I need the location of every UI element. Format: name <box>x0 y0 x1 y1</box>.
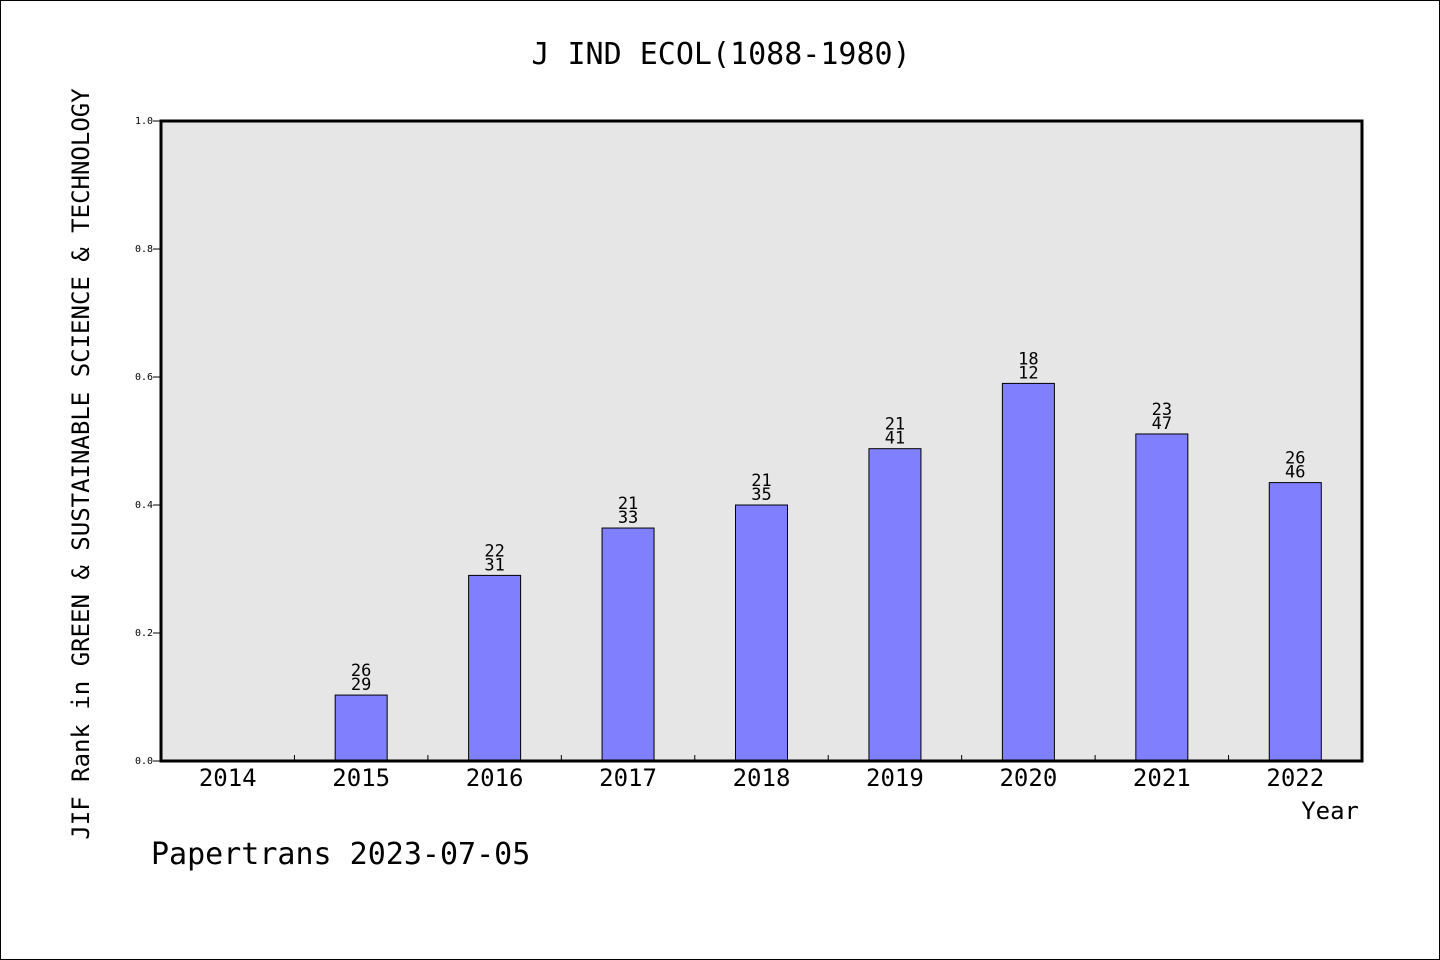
bar-label-top: 18 <box>1018 349 1038 369</box>
bar-2019 <box>868 448 922 762</box>
bar-label-top: 26 <box>1285 449 1305 469</box>
bar-label-bottom: 29 <box>351 675 371 695</box>
bar-2017 <box>601 527 655 762</box>
x-tick-label: 2014 <box>199 764 257 792</box>
x-tick-label: 2016 <box>466 764 524 792</box>
y-tick-label: 0.8 <box>135 244 153 255</box>
bar-2015 <box>334 694 388 762</box>
x-tick-label: 2021 <box>1133 764 1191 792</box>
bar-label-top: 23 <box>1152 400 1172 420</box>
y-tick-label: 0.0 <box>135 756 153 767</box>
bar-label-bottom: 47 <box>1152 414 1172 434</box>
bar-2020 <box>1001 382 1055 762</box>
x-tick-label: 2018 <box>733 764 791 792</box>
bar-label-top: 21 <box>885 415 905 435</box>
bar-label-top: 26 <box>351 661 371 681</box>
x-tick-label: 2017 <box>599 764 657 792</box>
bar-2021 <box>1135 433 1189 762</box>
bar-label-top: 22 <box>484 541 504 561</box>
chart-title: J IND ECOL(1088-1980) <box>531 37 911 72</box>
bar-label-bottom: 35 <box>751 485 771 505</box>
bar-label-bottom: 41 <box>885 429 905 449</box>
bar-label-bottom: 12 <box>1018 363 1038 383</box>
footer-credit: Papertrans 2023-07-05 <box>151 837 531 872</box>
bar-2018 <box>735 504 788 762</box>
x-axis-label: Year <box>1301 797 1359 825</box>
x-tick-label: 2022 <box>1266 764 1324 792</box>
bar-2016 <box>468 574 522 762</box>
y-tick-label: 1.0 <box>135 116 153 127</box>
bar-label-bottom: 46 <box>1285 463 1305 483</box>
bar-label-top: 21 <box>751 471 771 491</box>
bar-label-bottom: 33 <box>618 508 638 528</box>
x-tick-label: 2020 <box>999 764 1057 792</box>
bar-label-top: 21 <box>618 494 638 514</box>
plot-border <box>159 119 1364 763</box>
y-tick-label: 0.2 <box>135 628 153 639</box>
y-tick-label: 0.6 <box>135 372 153 383</box>
bar-label-bottom: 31 <box>484 555 504 575</box>
x-tick-label: 2019 <box>866 764 924 792</box>
bar-2022 <box>1268 482 1322 762</box>
y-tick-label: 0.4 <box>135 500 153 511</box>
x-tick-label: 2015 <box>332 764 390 792</box>
